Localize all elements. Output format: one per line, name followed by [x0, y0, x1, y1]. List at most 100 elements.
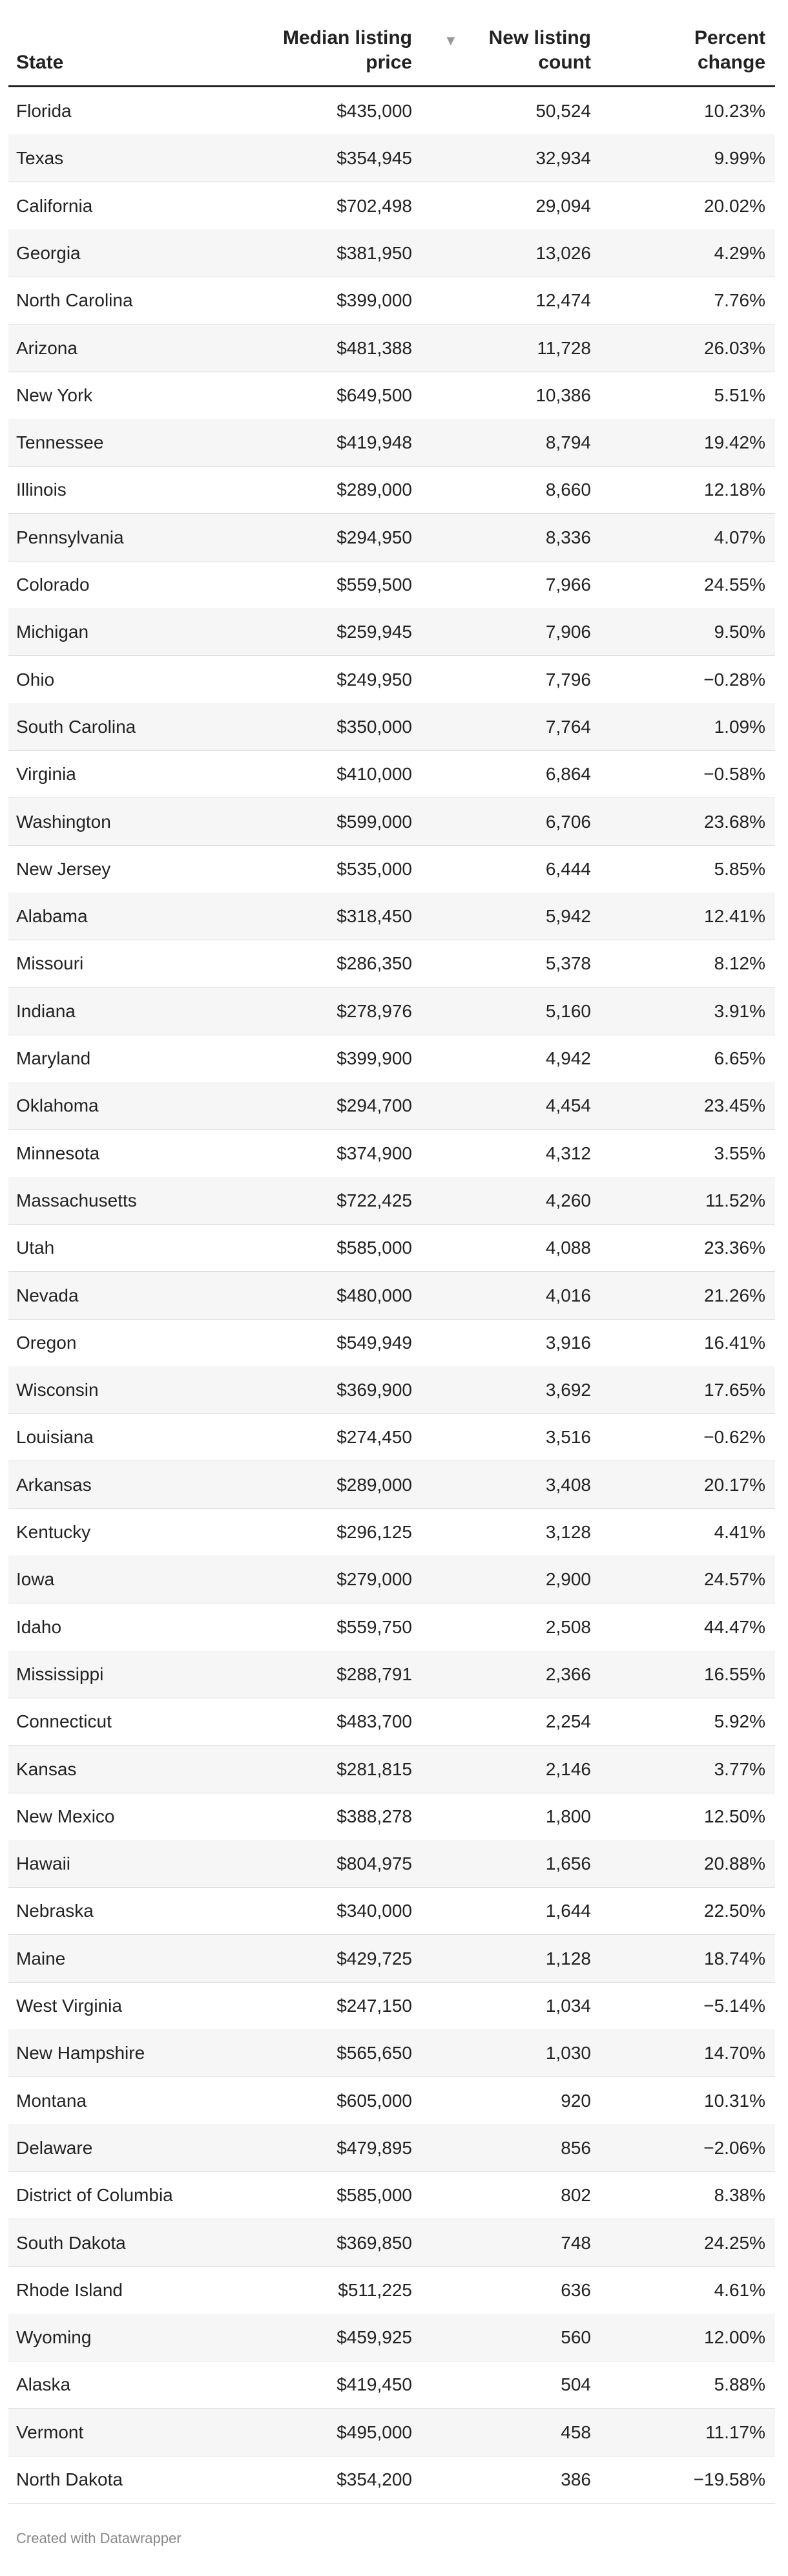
table-row: Oregon $549,949 3,916 16.41%	[8, 1319, 775, 1367]
table-cell: $419,948	[337, 432, 412, 453]
column-header[interactable]: ▼ New listing count	[444, 26, 591, 75]
table-row: New York $649,500 10,386 5.51%	[8, 372, 775, 419]
table-cell: 2,366	[545, 1663, 591, 1684]
table-cell: Hawaii	[16, 1853, 71, 1874]
table-cell: 9.99%	[714, 148, 765, 169]
table-cell: $419,450	[337, 2374, 412, 2395]
table-row: New Jersey $535,000 6,444 5.85%	[8, 845, 775, 893]
table-cell: 5.85%	[714, 858, 765, 879]
table-cell: Washington	[16, 811, 111, 832]
table-cell: $479,895	[337, 2137, 412, 2158]
table-row: Wisconsin $369,900 3,692 17.65%	[8, 1366, 775, 1415]
table-cell: 3.91%	[714, 1000, 765, 1021]
table-cell: 4,088	[545, 1238, 591, 1258]
table-cell: Michigan	[16, 622, 89, 642]
table-row: Vermont $495,000 458 11.17%	[8, 2408, 775, 2456]
table-cell: Mississippi	[16, 1663, 104, 1684]
table-cell: California	[16, 195, 93, 216]
table-cell: 6,864	[545, 764, 591, 785]
table-row: Arizona $481,388 11,728 26.03%	[8, 324, 775, 372]
column-header[interactable]: Median listing price	[282, 27, 412, 73]
table-row: Pennsylvania $294,950 8,336 4.07%	[8, 513, 775, 562]
table-cell: North Carolina	[16, 290, 133, 311]
table-cell: 458	[561, 2422, 591, 2442]
table-cell: 4.41%	[714, 1522, 765, 1542]
table-cell: 1,030	[545, 2043, 591, 2064]
table-cell: 50,524	[535, 101, 591, 121]
table-cell: 3.77%	[714, 1758, 765, 1779]
column-header[interactable]: Percent change	[694, 27, 765, 73]
table-cell: 2,508	[545, 1616, 591, 1637]
table-row: Wyoming $459,925 560 12.00%	[8, 2314, 775, 2362]
table-cell: −0.28%	[703, 669, 765, 690]
table-row: West Virginia $247,150 1,034 −5.14%	[8, 1982, 775, 2030]
table-cell: 3,408	[545, 1474, 591, 1495]
table-cell: $585,000	[337, 2185, 412, 2206]
table-cell: 1,656	[545, 1853, 591, 1874]
table-cell: 14.70%	[704, 2043, 765, 2064]
table-cell: Indiana	[16, 1000, 76, 1021]
table-cell: $369,850	[337, 2232, 412, 2253]
table-cell: Massachusetts	[16, 1190, 137, 1210]
table-cell: Colorado	[16, 575, 90, 595]
table-cell: 1,128	[545, 1948, 591, 1969]
table-cell: 12,474	[535, 290, 591, 311]
table-cell: 11.52%	[705, 1190, 765, 1210]
table-cell: 3,916	[545, 1332, 591, 1353]
table-cell: Kansas	[16, 1758, 77, 1779]
table-cell: Arkansas	[16, 1474, 92, 1495]
table-cell: $374,900	[337, 1143, 412, 1163]
table-cell: 13,026	[535, 242, 591, 263]
table-cell: 20.02%	[704, 195, 765, 216]
table-cell: 29,094	[535, 195, 591, 216]
table-cell: 12.00%	[704, 2327, 765, 2348]
table-cell: $318,450	[337, 906, 412, 927]
table-row: Minnesota $374,900 4,312 3.55%	[8, 1130, 775, 1177]
column-header[interactable]: State	[16, 52, 64, 73]
table-cell: 386	[561, 2469, 591, 2489]
table-cell: Rhode Island	[16, 2279, 123, 2300]
table-row: Utah $585,000 4,088 23.36%	[8, 1224, 775, 1272]
table-cell: $480,000	[337, 1285, 412, 1305]
table-cell: 7.76%	[714, 290, 765, 311]
table-cell: 18.74%	[704, 1948, 765, 1969]
table-cell: $429,725	[337, 1948, 412, 1969]
table-row: Alabama $318,450 5,942 12.41%	[8, 892, 775, 941]
table-cell: $286,350	[337, 953, 412, 974]
table-row: Michigan $259,945 7,906 9.50%	[8, 608, 775, 657]
table-cell: 6,444	[545, 858, 591, 879]
table-row: Washington $599,000 6,706 23.68%	[8, 797, 775, 846]
table-row: Idaho $559,750 2,508 44.47%	[8, 1603, 775, 1651]
table-cell: 23.68%	[704, 811, 765, 832]
table-cell: Iowa	[16, 1569, 55, 1590]
table-cell: 26.03%	[704, 337, 765, 358]
table-cell: $247,150	[337, 1996, 412, 2016]
table-cell: 1.09%	[714, 716, 765, 737]
table-cell: 3,692	[545, 1380, 591, 1400]
table-cell: 4,312	[545, 1143, 591, 1163]
table-cell: −0.62%	[703, 1427, 765, 1448]
table-cell: Arizona	[16, 337, 78, 358]
table-cell: $296,125	[337, 1522, 412, 1542]
table-cell: 5,942	[545, 906, 591, 927]
table-cell: $279,000	[337, 1569, 412, 1590]
table-cell: 4,016	[545, 1285, 591, 1305]
table-cell: 748	[561, 2232, 591, 2253]
table-row: Illinois $289,000 8,660 12.18%	[8, 466, 775, 514]
table-cell: 3,516	[545, 1427, 591, 1448]
table-cell: $288,791	[337, 1663, 412, 1684]
table-row: Oklahoma $294,700 4,454 23.45%	[8, 1082, 775, 1130]
table-cell: 10.23%	[704, 101, 765, 121]
table-cell: $278,976	[337, 1000, 412, 1021]
table-cell: −5.14%	[703, 1996, 765, 2016]
table-cell: 5.88%	[714, 2374, 765, 2395]
table-row: California $702,498 29,094 20.02%	[8, 182, 775, 230]
table-cell: 12.18%	[704, 480, 765, 500]
table-cell: $481,388	[337, 337, 412, 358]
table-cell: 7,764	[545, 716, 591, 737]
table-cell: Nevada	[16, 1285, 79, 1305]
table-row: New Mexico $388,278 1,800 12.50%	[8, 1793, 775, 1841]
table-cell: Idaho	[16, 1616, 62, 1637]
table-cell: $605,000	[337, 2090, 412, 2111]
